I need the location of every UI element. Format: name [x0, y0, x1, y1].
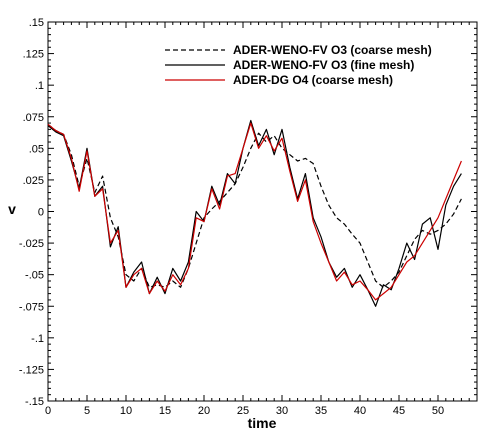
- legend-label: ADER-WENO-FV O3 (coarse mesh): [233, 43, 432, 57]
- y-tick-label: .15: [29, 17, 44, 29]
- legend-label: ADER-WENO-FV O3 (fine mesh): [233, 58, 414, 72]
- x-axis-title: time: [248, 415, 277, 431]
- y-tick-label: -.15: [25, 396, 44, 408]
- x-tick-label: 50: [432, 405, 444, 417]
- y-tick-label: .05: [29, 143, 44, 155]
- x-tick-label: 40: [354, 405, 366, 417]
- x-tick-label: 35: [315, 405, 327, 417]
- series-line-ader-weno-fv-o3-coarse-mesh: [47, 123, 462, 288]
- x-tick-label: 15: [159, 405, 171, 417]
- x-tick-label: 10: [120, 405, 132, 417]
- axis-ticks: 0 5 10 15 20 25 30 35 40 45 50 -.15 -.125 -.1 -.075 -.0…: [19, 17, 477, 417]
- x-tick-label: 30: [276, 405, 288, 417]
- legend: ADER-WENO-FV O3 (coarse mesh)ADER-WENO-F…: [165, 43, 432, 87]
- y-tick-label: -.05: [25, 270, 44, 282]
- y-tick-label: -.125: [19, 364, 44, 376]
- x-tick-label: 20: [198, 405, 210, 417]
- x-tick-label: 45: [393, 405, 405, 417]
- series-group: [47, 119, 462, 307]
- series-line-ader-dg-o4-coarse-mesh: [47, 122, 462, 301]
- y-tick-label: .025: [23, 175, 44, 187]
- y-axis-title: v: [8, 201, 16, 217]
- x-tick-label: 0: [45, 405, 51, 417]
- y-tick-label: -.1: [31, 333, 44, 345]
- y-tick-label: -.025: [19, 238, 44, 250]
- y-tick-label: 0: [38, 207, 44, 219]
- y-tick-label: .1: [35, 80, 44, 92]
- x-tick-label: 5: [84, 405, 90, 417]
- y-tick-label: .125: [23, 49, 44, 61]
- x-tick-label: 25: [237, 405, 249, 417]
- legend-label: ADER-DG O4 (coarse mesh): [233, 73, 393, 87]
- y-tick-label: -.075: [19, 301, 44, 313]
- y-tick-label: .075: [23, 112, 44, 124]
